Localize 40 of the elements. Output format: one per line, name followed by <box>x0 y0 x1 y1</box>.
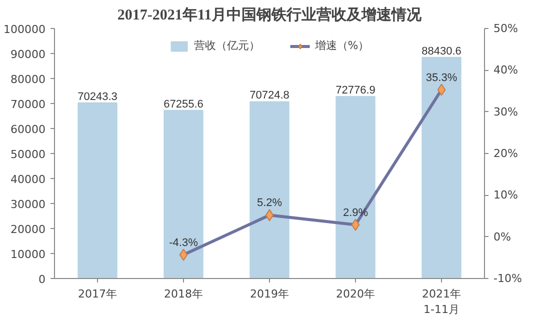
y2-tick-label: 40% <box>494 64 518 77</box>
legend-label: 营收（亿元） <box>194 38 260 53</box>
data-label: 88430.6 <box>422 45 462 58</box>
x-tick-label: 2018年 <box>164 288 204 300</box>
x-tick-label: 2021年 1-11月 <box>422 288 462 316</box>
x-tick-label: 2020年 <box>336 288 376 300</box>
y2-tick-label: 50% <box>494 22 518 35</box>
y-tick-label: 0 <box>38 273 46 286</box>
bar <box>250 101 290 278</box>
data-label: 70243.3 <box>78 90 118 103</box>
chart-title: 2017-2021年11月中国钢铁行业营收及增速情况 <box>117 6 423 24</box>
y-tick-label: 40000 <box>10 173 46 186</box>
data-label: -4.3% <box>169 236 198 249</box>
y2-tick-label: 20% <box>494 147 518 160</box>
y2-tick-label: 30% <box>494 105 518 118</box>
legend-label: 增速（%） <box>314 38 370 53</box>
data-label: 5.2% <box>256 197 282 210</box>
y2-tick-label: 0% <box>494 230 511 244</box>
x-tick-label: 2019年 <box>250 288 290 300</box>
y-tick-label: 60000 <box>10 123 46 136</box>
y-tick-label: 100000 <box>4 23 46 36</box>
data-label: 35.3% <box>426 72 458 84</box>
y-tick-label: 70000 <box>10 98 46 111</box>
data-label: 70724.8 <box>250 90 290 102</box>
y-tick-label: 90000 <box>10 48 46 61</box>
y-tick-label: 30000 <box>10 198 46 211</box>
y-tick-label: 20000 <box>10 223 46 236</box>
y2-tick-label: -10% <box>494 272 522 285</box>
y-tick-label: 50000 <box>10 148 46 161</box>
y-tick-label: 10000 <box>10 248 46 261</box>
bar <box>164 110 204 278</box>
data-label: 72776.9 <box>336 84 376 97</box>
data-label: 2.9% <box>342 206 368 219</box>
y-tick-label: 80000 <box>10 73 46 86</box>
y2-tick-label: 10% <box>494 188 518 202</box>
bar <box>336 96 376 278</box>
x-tick-label: 2017年 <box>78 288 118 300</box>
bar <box>78 102 118 278</box>
bar <box>422 56 462 278</box>
data-label: 67255.6 <box>164 98 204 110</box>
